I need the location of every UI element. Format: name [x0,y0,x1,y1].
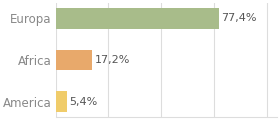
Text: 5,4%: 5,4% [70,97,98,107]
Text: 17,2%: 17,2% [95,55,130,65]
Bar [56,91,67,112]
Text: 77,4%: 77,4% [221,13,257,23]
Bar [56,50,92,70]
Bar [56,8,219,29]
